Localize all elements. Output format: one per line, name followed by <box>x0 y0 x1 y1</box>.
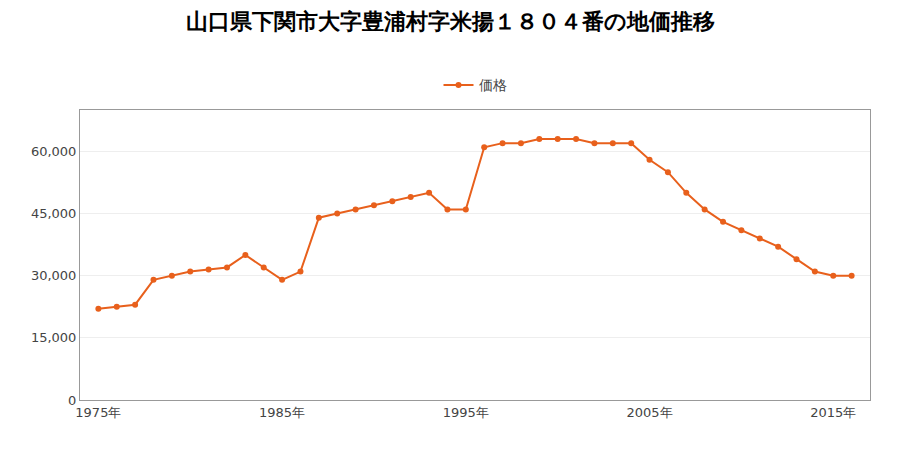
svg-text:1975年: 1975年 <box>75 405 121 420</box>
svg-text:45,000: 45,000 <box>31 206 77 221</box>
svg-text:山口県下関市大字豊浦村字米揚１８０４番の地価推移: 山口県下関市大字豊浦村字米揚１８０４番の地価推移 <box>186 9 715 34</box>
svg-text:2005年: 2005年 <box>626 405 672 420</box>
svg-text:価格: 価格 <box>479 77 507 93</box>
svg-text:60,000: 60,000 <box>31 144 77 159</box>
svg-text:30,000: 30,000 <box>31 268 77 283</box>
svg-text:1995年: 1995年 <box>443 405 489 420</box>
svg-text:15,000: 15,000 <box>31 330 77 345</box>
svg-text:1985年: 1985年 <box>259 405 305 420</box>
svg-text:2015年: 2015年 <box>810 405 856 420</box>
svg-text:0: 0 <box>68 393 76 408</box>
